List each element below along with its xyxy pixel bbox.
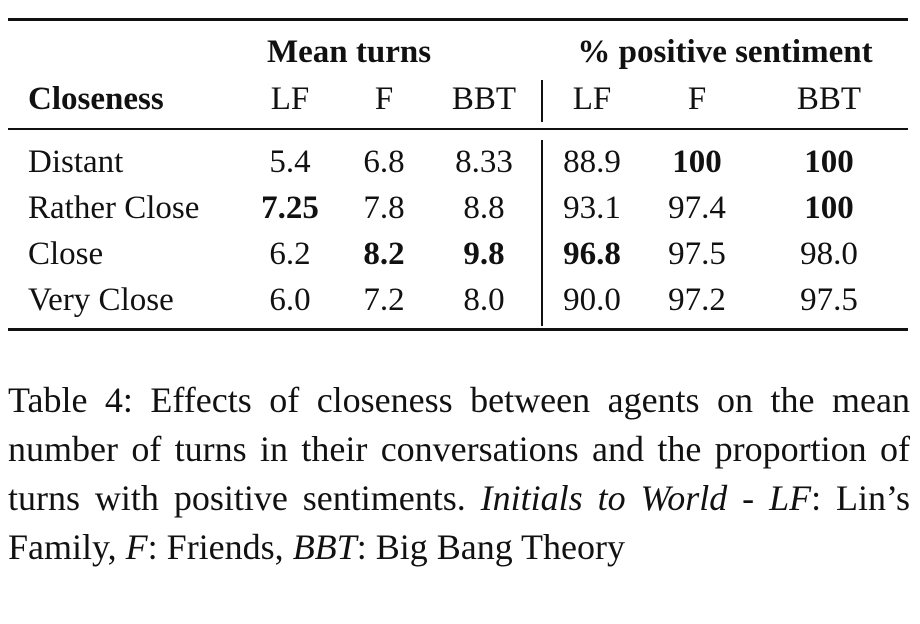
table-cell: 93.1: [563, 190, 621, 226]
column-header-lf: LF: [572, 81, 612, 117]
table-cell: 98.0: [800, 236, 858, 272]
table-header-rule: [8, 128, 908, 130]
row-label-rather-close: Rather Close: [28, 190, 200, 226]
table-cell-best: 100: [804, 190, 854, 226]
column-header-f: F: [687, 81, 707, 117]
table-cell: 97.5: [800, 282, 858, 318]
row-label-distant: Distant: [28, 144, 124, 180]
column-header-bbt: BBT: [451, 81, 517, 117]
caption-abbr-lf: LF: [769, 478, 812, 518]
table-cell: 5.4: [269, 144, 311, 180]
table-cell: 7.2: [363, 282, 405, 318]
table-cell: 6.2: [269, 236, 311, 272]
column-header-f: F: [374, 81, 394, 117]
table-cell: 8.8: [463, 190, 505, 226]
table-cell-best: 8.2: [363, 236, 405, 272]
caption-bbt-definition: : Big Bang Theory: [356, 527, 626, 567]
column-header-bbt: BBT: [796, 81, 862, 117]
table-cell: 97.2: [668, 282, 726, 318]
table-cell: 97.5: [668, 236, 726, 272]
caption-abbr-bbt: BBT: [292, 527, 357, 567]
caption-abbr-f: F: [125, 527, 148, 567]
row-label-close: Close: [28, 236, 104, 272]
group-header-positive-sentiment: % positive sentiment: [577, 34, 873, 70]
caption-f-definition: : Friends,: [147, 527, 293, 567]
column-divider: [541, 140, 543, 326]
table-cell: 97.4: [668, 190, 726, 226]
column-header-lf: LF: [270, 81, 310, 117]
caption-initials-label: Initials to World: [480, 478, 728, 518]
table-cell: 7.8: [363, 190, 405, 226]
table-cell-best: 96.8: [563, 236, 621, 272]
table-top-rule: [8, 18, 908, 21]
caption-text: Table 4: Effects of closeness between ag…: [8, 380, 910, 518]
table-cell: 6.0: [269, 282, 311, 318]
table-cell: 88.9: [563, 144, 621, 180]
table-cell: 90.0: [563, 282, 621, 318]
table-cell: 6.8: [363, 144, 405, 180]
table-cell-best: 100: [804, 144, 854, 180]
table-cell-best: 7.25: [261, 190, 319, 226]
column-divider: [541, 80, 543, 122]
table-caption: Table 4: Effects of closeness between ag…: [8, 376, 910, 572]
table-cell: 8.0: [463, 282, 505, 318]
table-cell-best: 100: [672, 144, 722, 180]
row-header-closeness: Closeness: [28, 81, 164, 117]
table-cell: 8.33: [455, 144, 513, 180]
table-cell-best: 9.8: [463, 236, 505, 272]
row-label-very-close: Very Close: [28, 282, 174, 318]
group-header-mean-turns: Mean turns: [266, 34, 432, 70]
table-bottom-rule: [8, 328, 908, 331]
caption-lf-definition: : Lin’s Family,: [8, 478, 911, 567]
caption-separator: -: [727, 478, 770, 518]
